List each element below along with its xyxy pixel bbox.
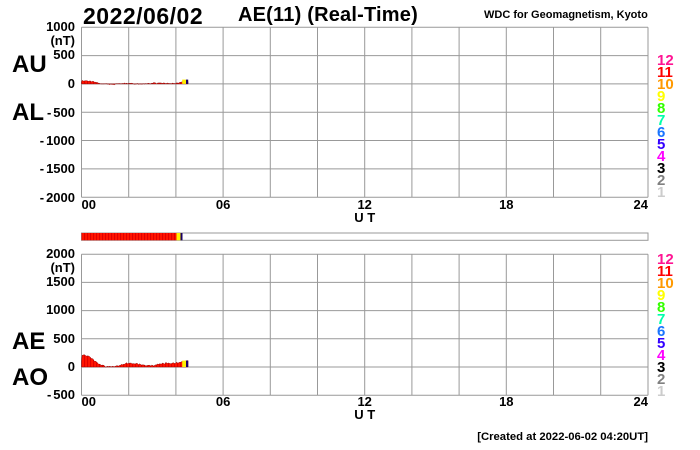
- svg-text:18: 18: [499, 394, 513, 409]
- svg-text:1: 1: [657, 383, 665, 400]
- svg-text:1500: 1500: [46, 274, 75, 289]
- svg-text:2000: 2000: [46, 246, 75, 261]
- svg-text:1000: 1000: [46, 302, 75, 317]
- svg-text:500: 500: [53, 331, 75, 346]
- svg-text:06: 06: [216, 394, 230, 409]
- svg-text:AO: AO: [12, 364, 48, 391]
- svg-text:AE: AE: [12, 328, 45, 355]
- svg-text:24: 24: [634, 394, 649, 409]
- svg-text:0: 0: [68, 359, 75, 374]
- svg-text:U T: U T: [354, 407, 375, 422]
- svg-text:[Created at 2022-06-02 04:20UT: [Created at 2022-06-02 04:20UT]: [477, 431, 648, 443]
- svg-text:00: 00: [82, 394, 96, 409]
- svg-text:(nT): (nT): [50, 260, 75, 275]
- svg-text:-500: -500: [47, 387, 75, 402]
